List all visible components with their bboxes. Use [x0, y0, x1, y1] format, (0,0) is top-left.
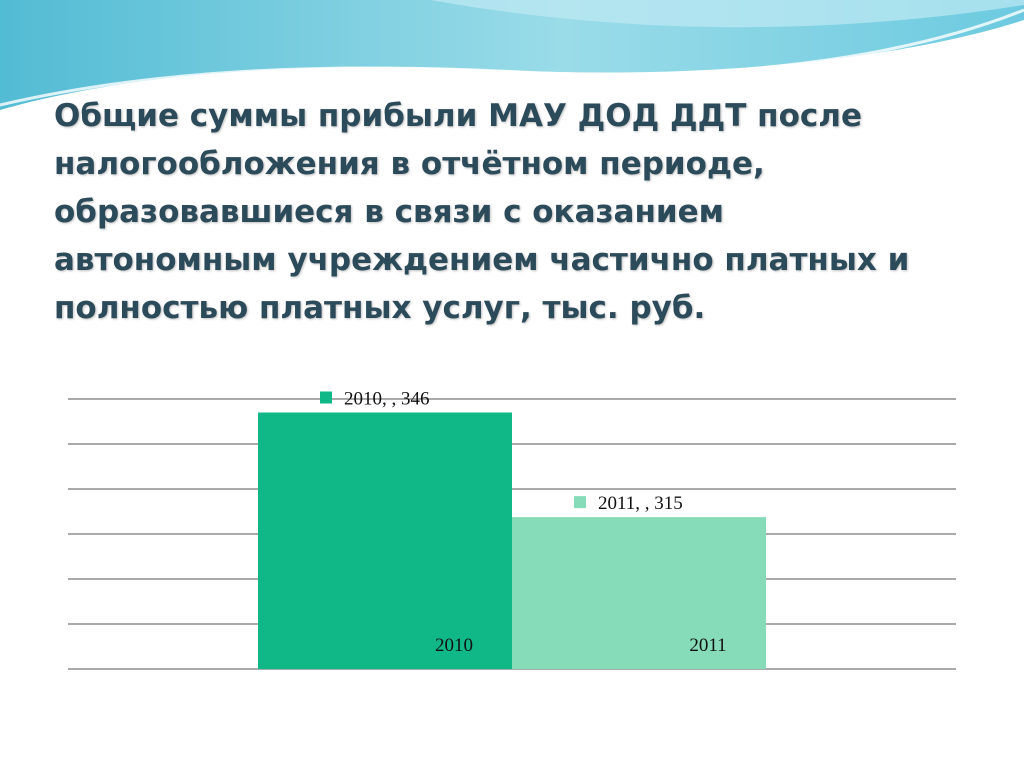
category-labels: 2010 2011: [435, 635, 727, 656]
data-label-2011: 2011, , 315: [598, 493, 683, 514]
header-wave-decoration: [0, 0, 1024, 110]
data-label-2010: 2010, , 346: [344, 389, 430, 410]
bars: [258, 412, 766, 669]
data-label-marker: [320, 391, 332, 404]
page-title: Общие суммы прибыли МАУ ДОД ДДТ после на…: [54, 98, 910, 326]
bar-chart: 2010, , 346 2011, , 315 2010 2011: [68, 389, 956, 670]
category-label-2011: 2011: [689, 635, 726, 656]
category-label-2010: 2010: [435, 635, 473, 656]
bar-2011: [512, 517, 766, 669]
bar-2010: [258, 412, 512, 669]
data-label-marker: [574, 496, 586, 509]
data-labels: 2010, , 346 2011, , 315: [320, 389, 683, 514]
